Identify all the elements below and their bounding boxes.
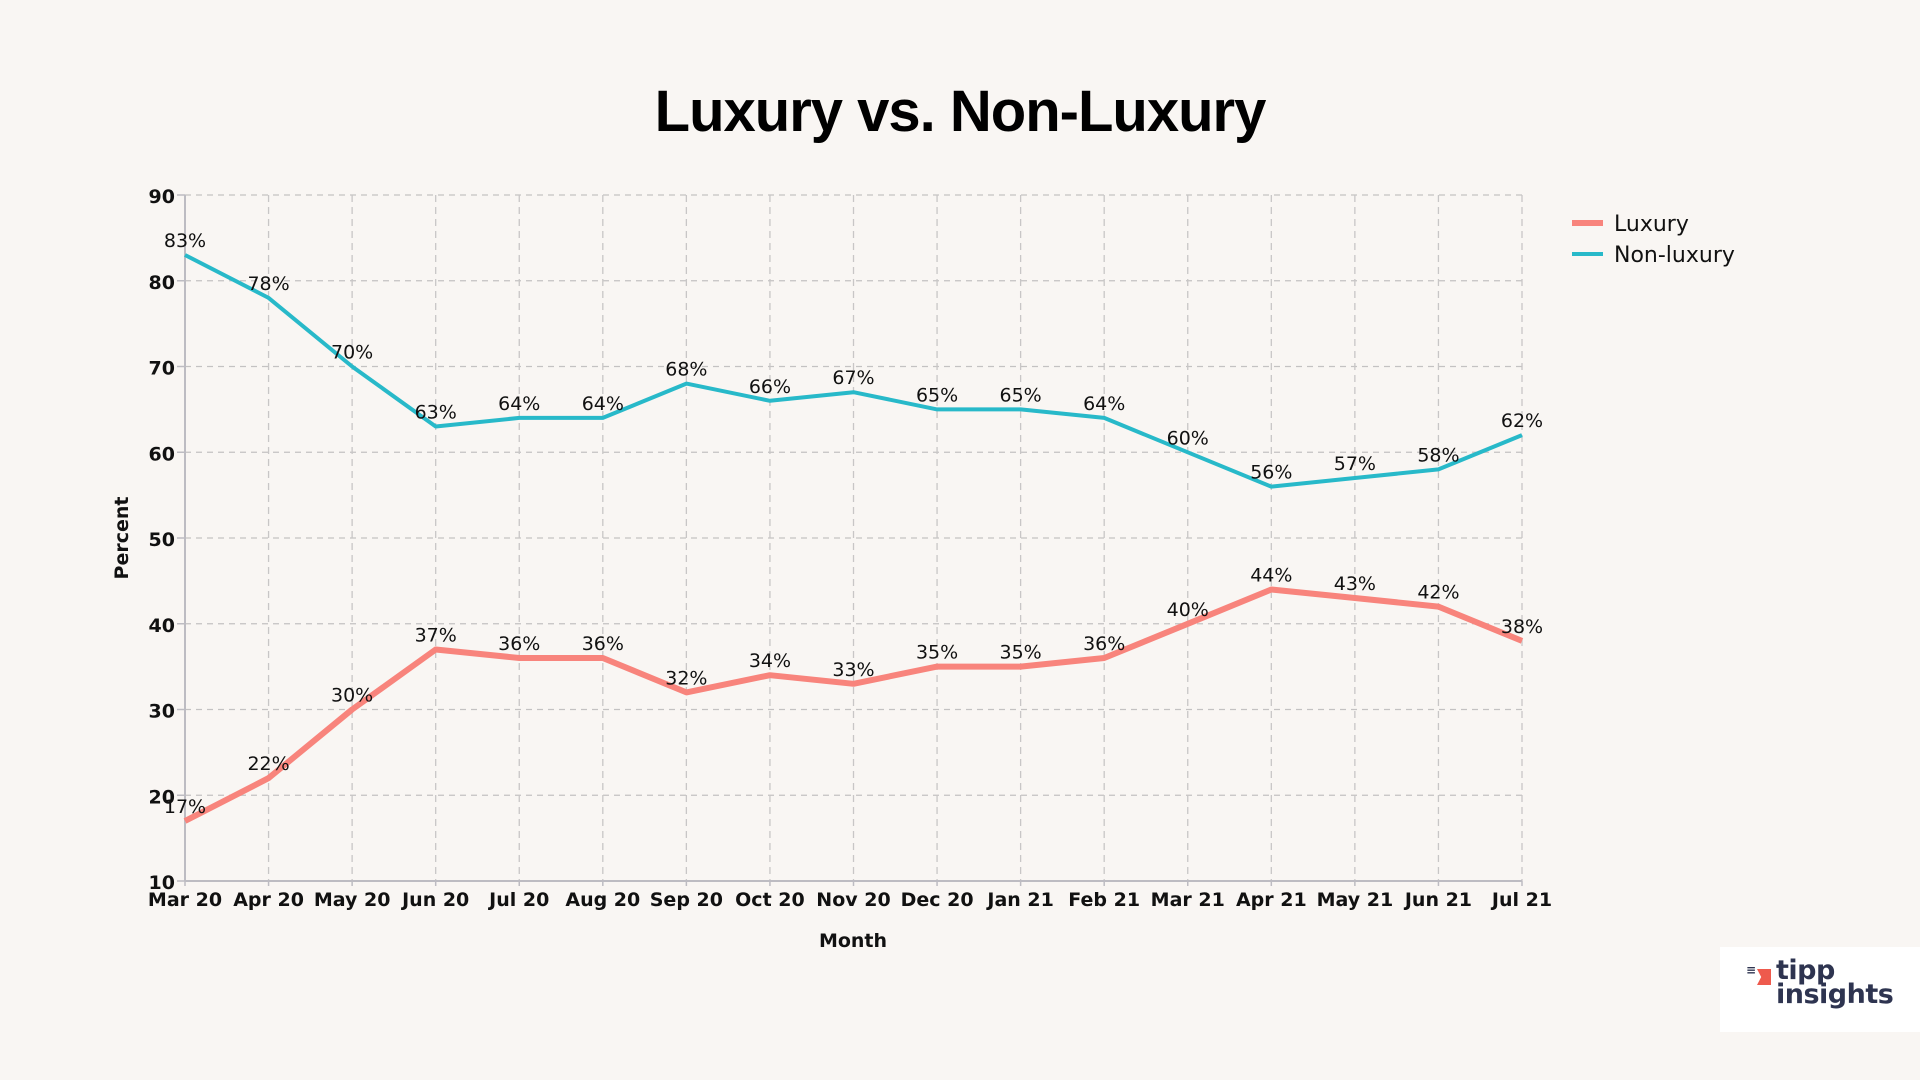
data-label: 33% bbox=[832, 659, 874, 681]
y-tick-label: 90 bbox=[149, 186, 175, 208]
x-tick-label: Aug 20 bbox=[565, 889, 640, 911]
y-tick-label: 60 bbox=[149, 443, 175, 465]
x-tick-label: Feb 21 bbox=[1068, 889, 1140, 911]
data-label: 36% bbox=[1083, 633, 1125, 655]
data-label: 63% bbox=[415, 402, 457, 424]
y-tick-label: 30 bbox=[149, 701, 175, 723]
x-tick-label: Jun 21 bbox=[1403, 889, 1472, 911]
legend-label-non-luxury: Non-luxury bbox=[1614, 243, 1735, 268]
data-label: 43% bbox=[1334, 573, 1376, 595]
data-label: 70% bbox=[331, 342, 373, 364]
data-label: 60% bbox=[1167, 427, 1209, 449]
x-tick-label: Oct 20 bbox=[735, 889, 805, 911]
data-label: 42% bbox=[1417, 582, 1459, 604]
data-label: 30% bbox=[331, 685, 373, 707]
data-label: 32% bbox=[665, 667, 707, 689]
data-label: 17% bbox=[164, 796, 206, 818]
data-label: 36% bbox=[582, 633, 624, 655]
data-label: 78% bbox=[247, 273, 289, 295]
x-tick-label: Sep 20 bbox=[650, 889, 723, 911]
axes bbox=[177, 194, 1523, 886]
data-label: 37% bbox=[415, 624, 457, 646]
x-tick-label: Nov 20 bbox=[816, 889, 890, 911]
x-tick-label: Mar 21 bbox=[1151, 889, 1225, 911]
data-label: 44% bbox=[1250, 564, 1292, 586]
y-axis-title: Percent bbox=[111, 497, 133, 580]
y-tick-label: 70 bbox=[149, 358, 175, 380]
tipp-insights-logo: ≡ tipp insights bbox=[1720, 947, 1920, 1032]
data-label: 34% bbox=[749, 650, 791, 672]
x-tick-label: Dec 20 bbox=[901, 889, 974, 911]
x-tick-label: May 20 bbox=[314, 889, 391, 911]
data-label: 38% bbox=[1501, 616, 1543, 638]
y-tick-label: 50 bbox=[149, 529, 175, 551]
x-tick-label: Jul 21 bbox=[1490, 889, 1552, 911]
x-axis-title: Month bbox=[819, 930, 887, 952]
logo-flag-icon bbox=[1757, 969, 1771, 985]
data-label: 22% bbox=[247, 753, 289, 775]
data-label: 64% bbox=[1083, 393, 1125, 415]
logo-rays-icon: ≡ bbox=[1746, 963, 1757, 977]
grid bbox=[185, 194, 1523, 881]
chart-title: Luxury vs. Non-Luxury bbox=[654, 79, 1267, 144]
x-tick-label: Jan 21 bbox=[985, 889, 1053, 911]
legend: Luxury Non-luxury bbox=[1572, 212, 1735, 268]
x-tick-label: Jun 20 bbox=[400, 889, 469, 911]
series-lines bbox=[183, 253, 1524, 824]
x-tick-label: May 21 bbox=[1317, 889, 1394, 911]
data-label: 35% bbox=[916, 642, 958, 664]
data-label: 36% bbox=[498, 633, 540, 655]
x-ticks: Mar 20 Apr 20 May 20 Jun 20 Jul 20 Aug 20 Sep … bbox=[148, 889, 1552, 911]
data-label: 66% bbox=[749, 376, 791, 398]
x-tick-label: Apr 21 bbox=[1236, 889, 1307, 911]
data-label: 83% bbox=[164, 230, 206, 252]
data-label: 64% bbox=[498, 393, 540, 415]
y-tick-label: 80 bbox=[149, 272, 175, 294]
data-label: 65% bbox=[1000, 384, 1042, 406]
x-tick-label: Apr 20 bbox=[233, 889, 304, 911]
data-label: 58% bbox=[1417, 444, 1459, 466]
data-label: 56% bbox=[1250, 462, 1292, 484]
data-label: 35% bbox=[1000, 642, 1042, 664]
y-ticks: 10 20 30 40 50 60 70 80 90 bbox=[149, 186, 175, 894]
data-label: 57% bbox=[1334, 453, 1376, 475]
y-tick-label: 20 bbox=[149, 786, 175, 808]
y-tick-label: 10 bbox=[149, 872, 175, 894]
y-tick-label: 40 bbox=[149, 615, 175, 637]
legend-label-luxury: Luxury bbox=[1614, 212, 1689, 237]
logo-text-insights: insights bbox=[1776, 979, 1894, 1010]
data-label: 65% bbox=[916, 384, 958, 406]
data-label: 64% bbox=[582, 393, 624, 415]
data-label: 68% bbox=[665, 359, 707, 381]
data-label: 62% bbox=[1501, 410, 1543, 432]
logo-text-tipp: tipp bbox=[1776, 955, 1835, 986]
data-label: 40% bbox=[1167, 599, 1209, 621]
x-tick-label: Jul 20 bbox=[487, 889, 549, 911]
data-labels: 17% 22% 30% 37% 36% 36% 32% 34% 33% 35% 35% 36% 40% 4… bbox=[164, 230, 1543, 818]
x-tick-label: Mar 20 bbox=[148, 889, 222, 911]
data-label: 67% bbox=[832, 367, 874, 389]
